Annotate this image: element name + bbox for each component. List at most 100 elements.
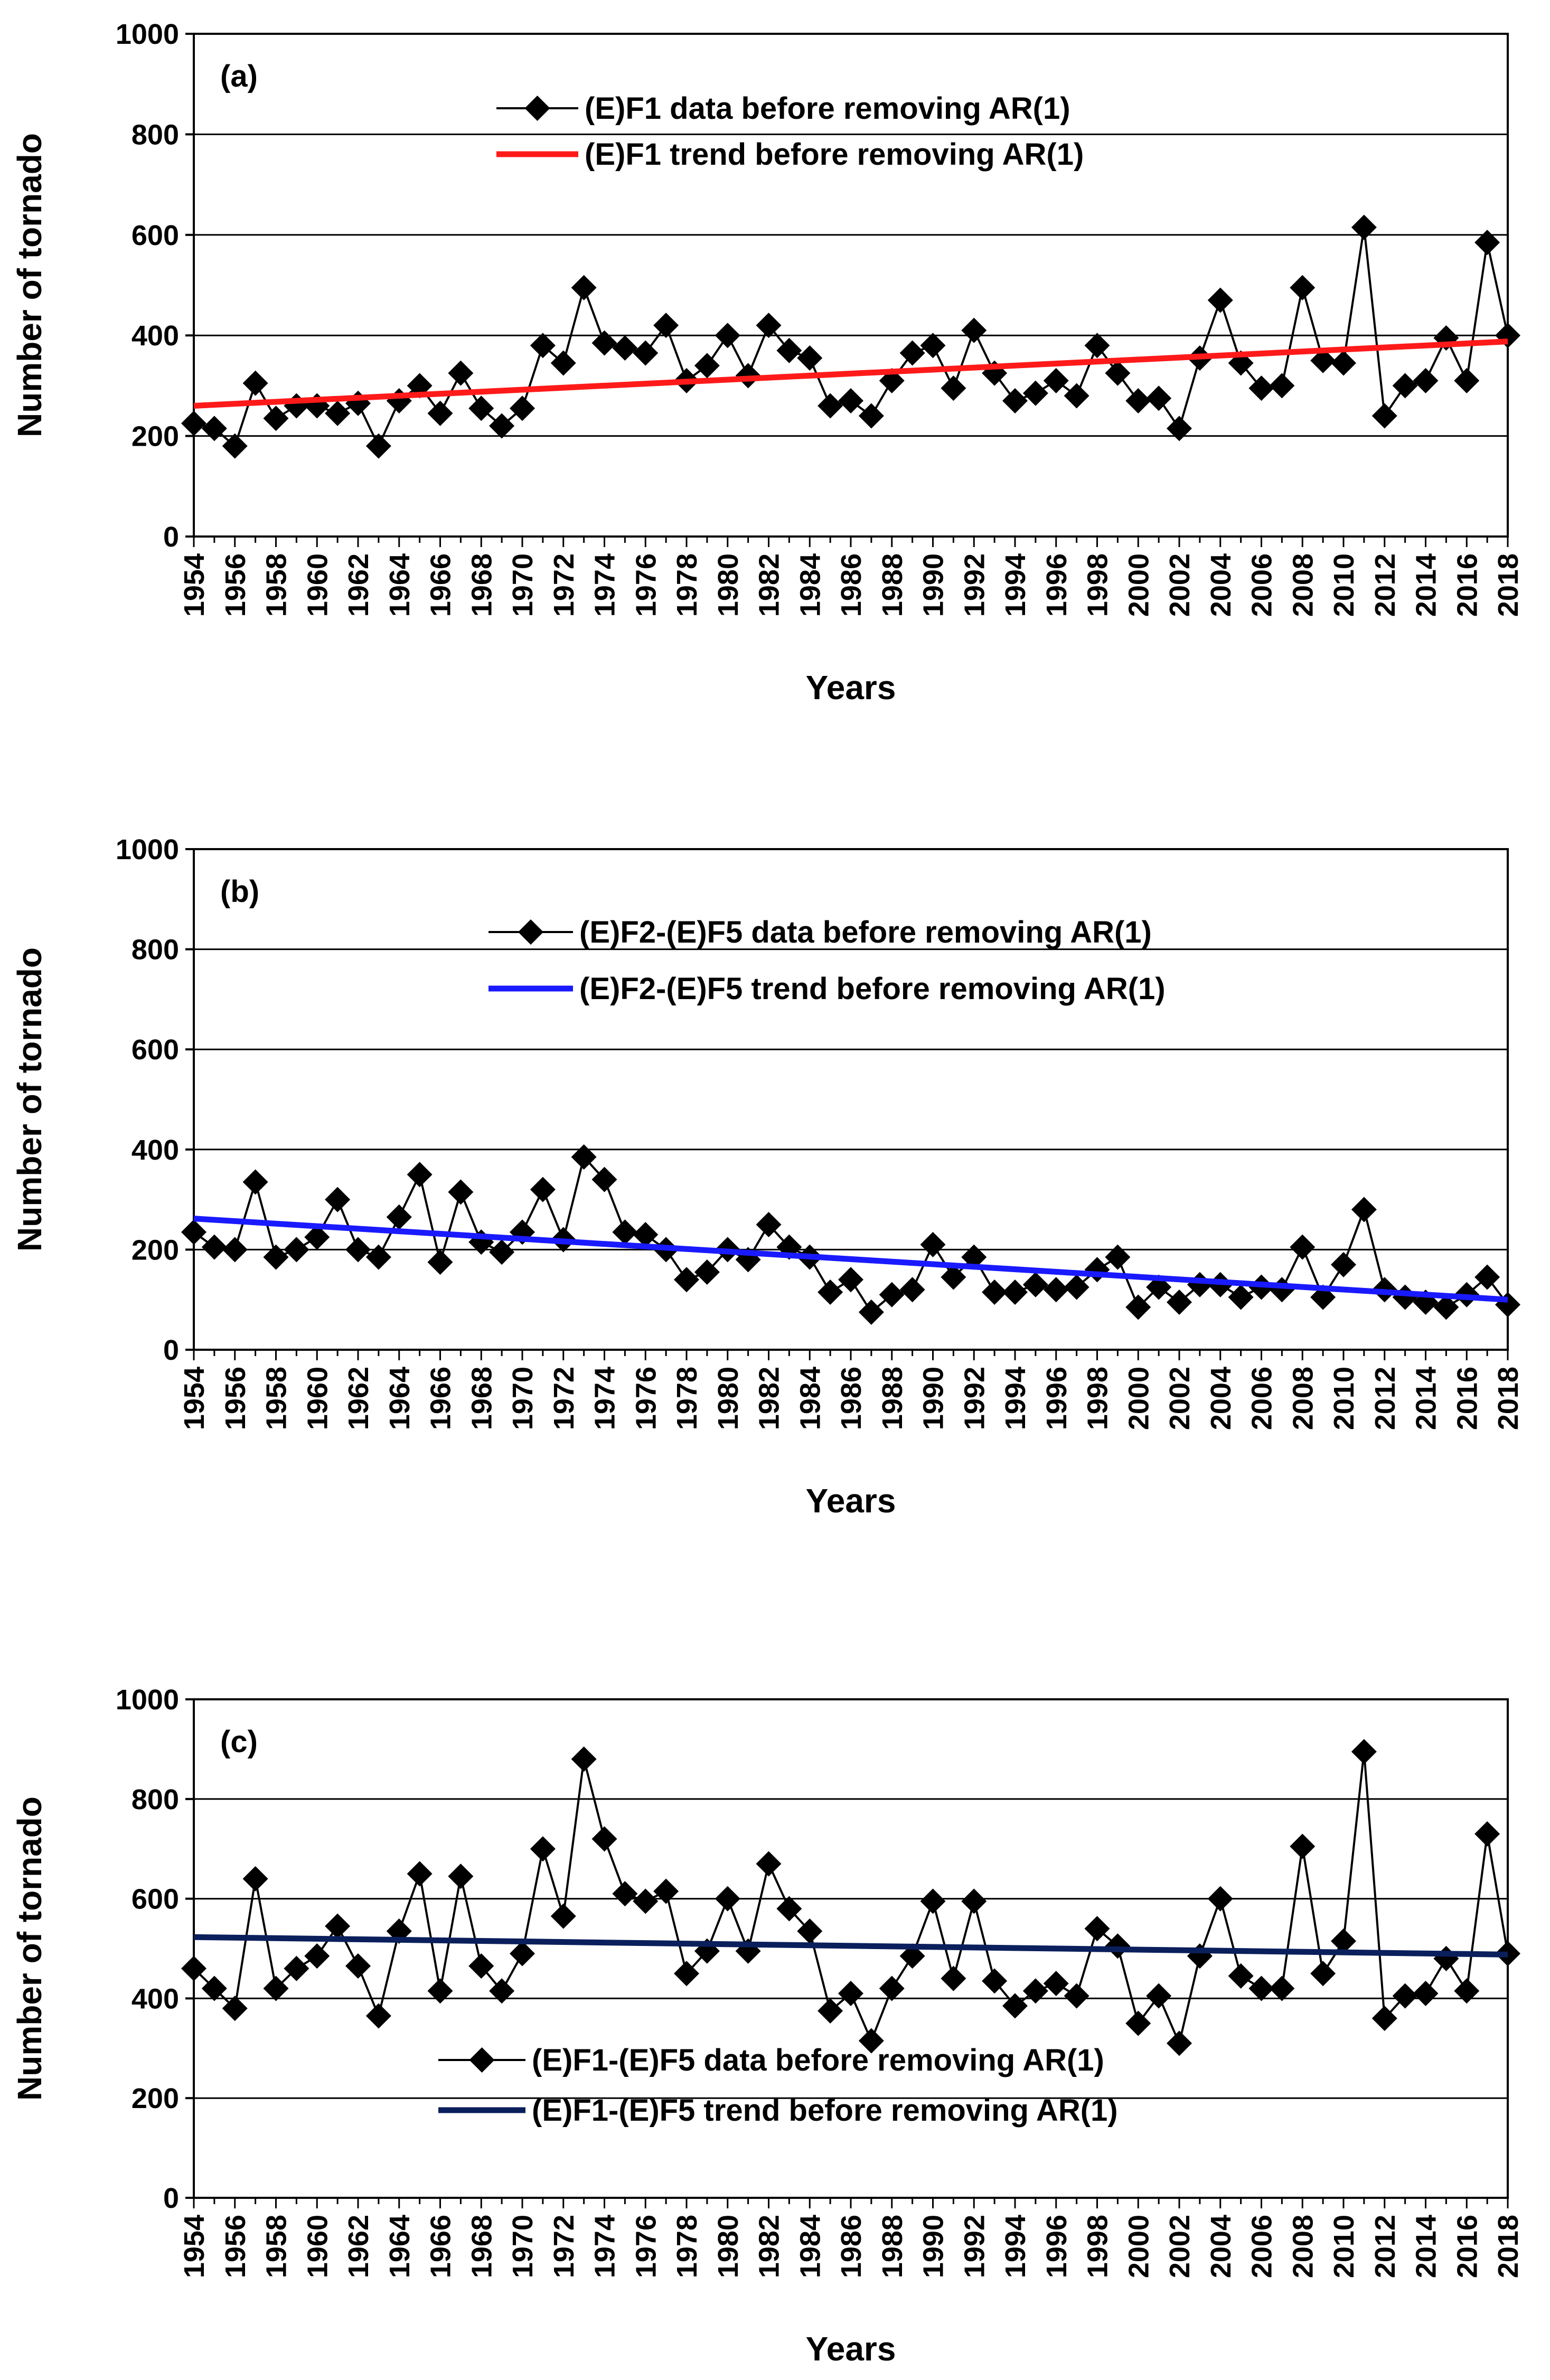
legend-data-label: (E)F2-(E)F5 data before removing AR(1) [579,915,1152,949]
data-point-marker [920,1888,946,1914]
data-point-marker [858,403,884,429]
data-point-marker [1167,2030,1192,2056]
data-point-marker [1248,375,1274,401]
trend-line [193,1216,1508,1303]
data-point-marker [1371,2006,1397,2031]
trend-line [193,1934,1508,1958]
data-series [181,1739,1520,2056]
x-tick-label: 1958 [261,2215,293,2278]
legend: (E)F1-(E)F5 data before removing AR(1) (E… [438,2043,1118,2128]
x-tick-label: 1984 [794,2215,826,2278]
y-axis-title: Number of tornado [11,1796,49,2101]
data-point-marker [284,1955,309,1981]
x-tick-label: 1990 [918,553,950,617]
x-tick-label: 1974 [589,2215,621,2278]
x-tick-label: 1972 [548,2215,580,2278]
data-point-marker [284,1237,309,1263]
data-point-marker [1043,1971,1069,1997]
x-tick-label: 1982 [754,2215,785,2278]
legend-data-label: (E)F1 data before removing AR(1) [585,91,1070,126]
x-tick-label: 1992 [959,1367,990,1430]
data-point-marker [797,1918,823,1944]
x-tick-label: 1998 [1082,553,1114,617]
x-tick-label: 1988 [877,553,908,617]
data-point-marker [612,335,638,361]
y-tick-label: 200 [131,1234,179,1266]
data-point-marker [242,1169,268,1195]
x-tick-label: 1984 [794,553,826,617]
data-point-marker [263,1244,289,1270]
data-point-marker [468,1953,494,1979]
data-point-marker [1351,214,1377,240]
legend-trend-label: (E)F1 trend before removing AR(1) [585,137,1084,172]
x-tick-label: 1986 [835,2215,867,2278]
x-tick-label: 1996 [1041,1367,1073,1430]
x-tick-label: 1978 [671,2215,703,2278]
data-point-marker [325,1187,351,1212]
data-point-marker [222,433,248,459]
x-tick-label: 1968 [466,1367,497,1430]
x-tick-label: 1996 [1041,2215,1073,2278]
data-point-marker [1105,1933,1131,1959]
data-point-marker [920,333,946,359]
y-tick-label: 200 [131,2083,179,2114]
legend: (E)F1 data before removing AR(1) (E)F1 tr… [496,91,1084,172]
x-tick-label: 2018 [1492,1367,1524,1430]
data-point-marker [468,396,494,421]
data-point-marker [1269,1277,1295,1303]
x-tick-label: 2008 [1287,1367,1319,1430]
data-point-marker [674,1961,699,1987]
data-point-marker [1228,1963,1254,1989]
x-tick-label: 1986 [835,553,867,617]
data-point-marker [1248,1976,1274,2001]
data-point-marker [489,1978,515,2004]
data-point-marker [510,396,535,421]
x-tick-label: 2000 [1123,2215,1154,2278]
x-tick-label: 1976 [630,1367,662,1430]
legend-data-swatch-marker [524,96,550,121]
data-point-marker [325,400,351,426]
legend-trend-label: (E)F2-(E)F5 trend before removing AR(1) [579,972,1166,1006]
data-point-marker [776,337,802,363]
legend: (E)F2-(E)F5 data before removing AR(1) (E… [489,915,1166,1006]
data-point-marker [797,345,823,371]
data-point-marker [181,410,206,436]
y-tick-label: 600 [131,220,179,251]
data-point-marker [571,1746,597,1772]
data-point-marker [263,406,289,431]
x-tick-label: 2012 [1369,553,1401,617]
x-tick-label: 2012 [1369,1367,1401,1430]
data-point-marker [653,313,679,338]
data-point-marker [263,1976,289,2001]
data-point-marker [776,1896,802,1922]
data-point-marker [1002,388,1028,413]
x-tick-label: 2004 [1205,553,1237,617]
data-point-marker [1310,347,1336,373]
x-tick-label: 2006 [1246,1367,1278,1430]
data-point-marker [181,1955,206,1981]
data-point-marker [941,1965,966,1991]
y-tick-label: 1000 [116,1684,179,1716]
data-point-marker [1064,383,1089,409]
data-point-marker [571,275,597,300]
x-tick-label: 1994 [1000,1367,1031,1430]
x-tick-label: 1972 [548,553,580,617]
y-tick-label: 1000 [116,18,179,50]
data-point-marker [345,1953,371,1979]
trend-line [193,338,1508,409]
x-tick-label: 1970 [507,2215,539,2278]
x-tick-label: 1982 [754,1367,785,1430]
data-point-marker [304,1943,330,1969]
data-point-marker [181,1219,206,1245]
legend-data-swatch-marker [518,919,543,945]
x-tick-label: 2012 [1369,2215,1401,2278]
data-point-marker [1084,1916,1110,1942]
x-tick-label: 2016 [1451,1367,1483,1430]
data-point-marker [715,1886,740,1912]
data-point-marker [941,375,966,401]
data-point-marker [1228,1284,1254,1310]
data-point-marker [715,323,740,349]
x-tick-label: 1998 [1082,2215,1114,2278]
data-point-marker [1454,368,1480,393]
y-tick-label: 600 [131,1884,179,1915]
